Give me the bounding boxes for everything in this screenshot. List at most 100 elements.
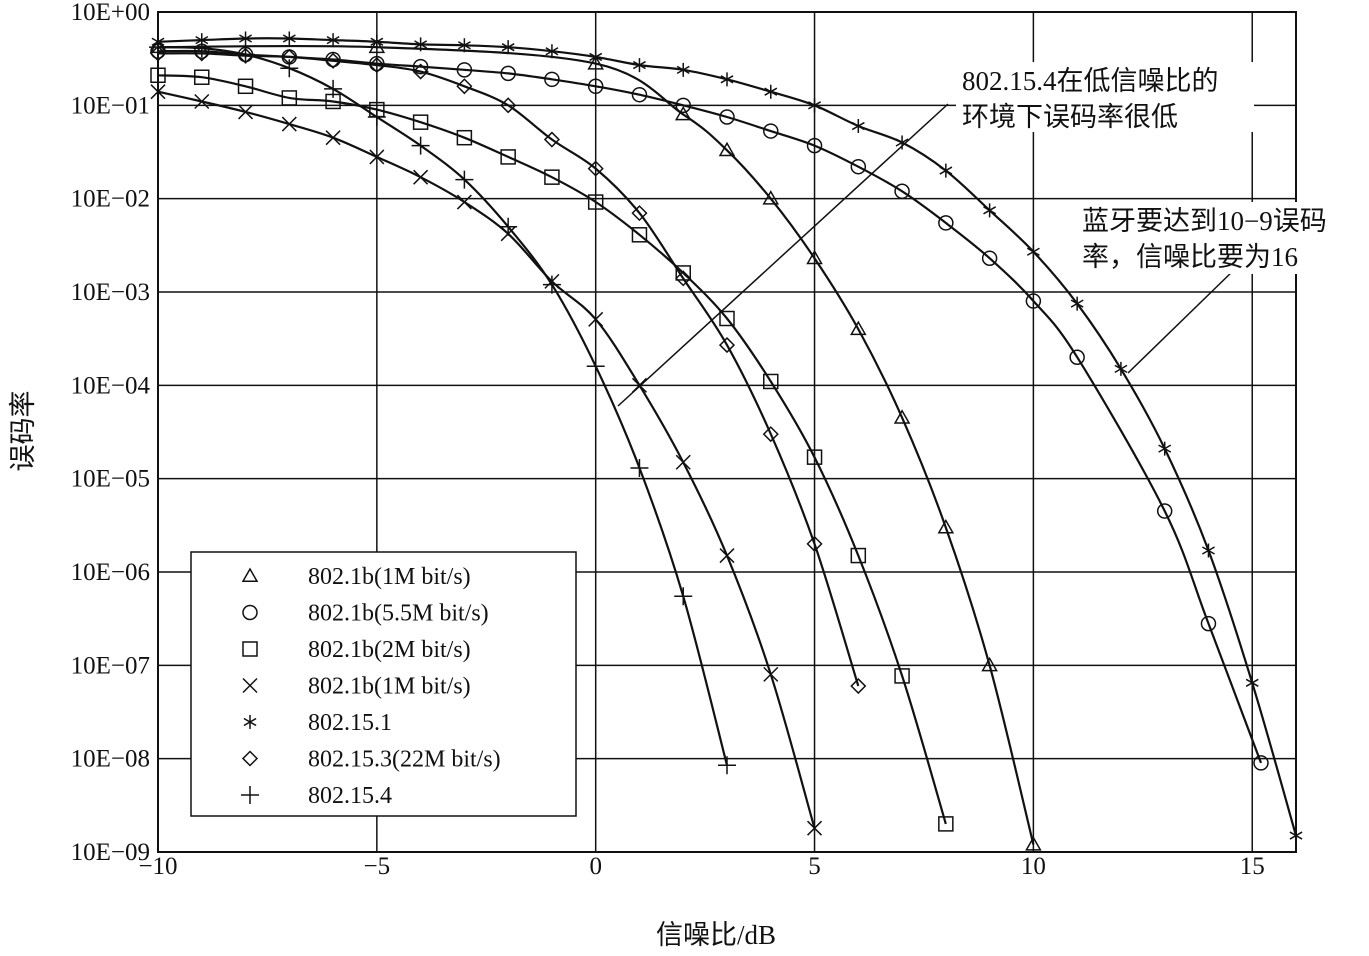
data-point-square: [719, 310, 735, 327]
data-point-diamond: [631, 205, 648, 222]
data-point-x: [763, 666, 779, 682]
data-point-x: [325, 130, 341, 146]
data-point-asterisk: [1070, 296, 1084, 311]
data-point-asterisk: [370, 34, 384, 49]
data-point-circle: [412, 58, 429, 75]
data-point-diamond: [587, 160, 604, 177]
y-tick-label: 10E−08: [71, 746, 150, 773]
data-point-asterisk: [676, 62, 690, 77]
legend-entry: 802.1b(5.5M bit/s): [242, 601, 489, 627]
data-point-asterisk: [589, 49, 603, 64]
y-tick-label: 10E−06: [71, 559, 150, 586]
data-point-asterisk: [895, 135, 909, 150]
data-point-diamond: [500, 97, 517, 114]
y-tick-label: 10E+00: [71, 0, 150, 26]
annotation-layer: 802.15.4在低信噪比的 环境下误码率很低 蓝牙要达到10−9误码 率，信噪…: [617, 62, 1366, 407]
legend-label: 802.1b(5.5M bit/s): [308, 601, 489, 627]
legend-entry: 802.15.3(22M bit/s): [241, 747, 501, 773]
data-point-asterisk: [1026, 244, 1040, 259]
data-point-asterisk: [983, 203, 997, 218]
annotation-bluetooth-line1: 蓝牙要达到10−9误码: [1082, 206, 1327, 236]
data-point-asterisk: [1114, 361, 1128, 376]
data-point-plus: [455, 170, 474, 189]
y-tick-label: 10E−04: [71, 372, 151, 399]
annotation-leader-bluetooth: [1127, 267, 1237, 374]
data-point-circle: [719, 109, 735, 125]
x-tick-label: 0: [589, 853, 602, 880]
data-point-plus: [324, 79, 343, 98]
data-point-square: [894, 668, 910, 684]
data-point-diamond: [368, 57, 385, 74]
data-point-square: [281, 90, 298, 106]
data-point-plus: [586, 357, 605, 376]
data-point-asterisk: [939, 163, 953, 178]
x-tick-label: −5: [364, 853, 391, 880]
data-point-circle: [894, 183, 910, 200]
data-point-x: [413, 169, 429, 185]
legend-marker-x: [242, 677, 258, 694]
data-point-square: [237, 78, 254, 95]
data-point-asterisk: [1201, 543, 1215, 558]
series-line-4-802-15-1: [157, 37, 1298, 836]
data-point-asterisk: [545, 44, 559, 59]
x-axis-title: 信噪比/dB: [656, 920, 776, 950]
data-point-x: [369, 149, 385, 165]
data-point-square: [500, 149, 516, 165]
data-point-square: [938, 816, 954, 832]
data-point-square: [544, 169, 560, 185]
data-point-asterisk: [326, 33, 340, 48]
data-point-plus: [280, 59, 299, 78]
data-point-diamond: [806, 535, 823, 552]
data-point-diamond: [675, 270, 692, 287]
data-point-x: [194, 93, 210, 110]
data-point-triangle: [981, 656, 998, 672]
legend-marker-diamond: [241, 750, 259, 767]
data-point-diamond: [718, 337, 736, 354]
y-tick-label: 10E−05: [71, 466, 150, 493]
data-point-asterisk: [720, 72, 734, 87]
data-point-circle: [500, 65, 516, 82]
data-point-diamond: [762, 426, 779, 443]
legend-label: 802.1b(2M bit/s): [308, 637, 471, 663]
data-point-triangle: [893, 409, 911, 424]
legend-marker-circle: [242, 604, 258, 621]
data-point-circle: [763, 123, 779, 139]
data-point-circle: [544, 71, 560, 88]
data-point-circle: [369, 55, 385, 72]
data-point-asterisk: [414, 37, 428, 52]
data-point-diamond: [412, 63, 429, 80]
data-point-plus: [674, 587, 693, 606]
data-point-triangle: [850, 320, 867, 336]
marker-layer: [149, 31, 1303, 851]
data-point-asterisk: [457, 38, 471, 53]
legend-entry: 802.1b(1M bit/s): [242, 674, 471, 700]
data-point-plus: [367, 107, 386, 126]
data-point-triangle: [937, 518, 955, 534]
data-point-diamond: [193, 45, 210, 62]
data-point-diamond: [850, 677, 867, 695]
x-tick-label: 5: [808, 853, 821, 880]
data-point-x: [456, 194, 472, 210]
series-line-2-802-1b-2m-bit-s: [157, 74, 947, 825]
data-point-triangle: [762, 190, 780, 205]
data-point-square: [194, 69, 210, 85]
data-point-square: [850, 547, 867, 564]
curve-layer: [157, 37, 1298, 845]
annotation-leader-802-15-4: [617, 103, 949, 407]
data-point-x: [281, 116, 297, 132]
y-tick-label: 10E−09: [71, 839, 150, 866]
series-line-1-802-1b-5-5m-bit-s: [157, 49, 1263, 764]
legend-label: 802.15.3(22M bit/s): [308, 747, 501, 773]
data-point-square: [631, 227, 648, 243]
data-point-square: [587, 194, 604, 210]
data-point-plus: [542, 275, 561, 294]
annotation-bluetooth-line2: 率，信噪比要为16: [1082, 242, 1298, 272]
legend-label: 802.1b(1M bit/s): [308, 564, 471, 590]
annotation-bg-bluetooth: [1076, 202, 1366, 274]
series-line-5-802-15-3-22m-bit-s: [157, 52, 860, 687]
data-point-asterisk: [808, 98, 822, 113]
data-point-asterisk: [282, 31, 296, 46]
data-point-plus: [718, 756, 736, 775]
